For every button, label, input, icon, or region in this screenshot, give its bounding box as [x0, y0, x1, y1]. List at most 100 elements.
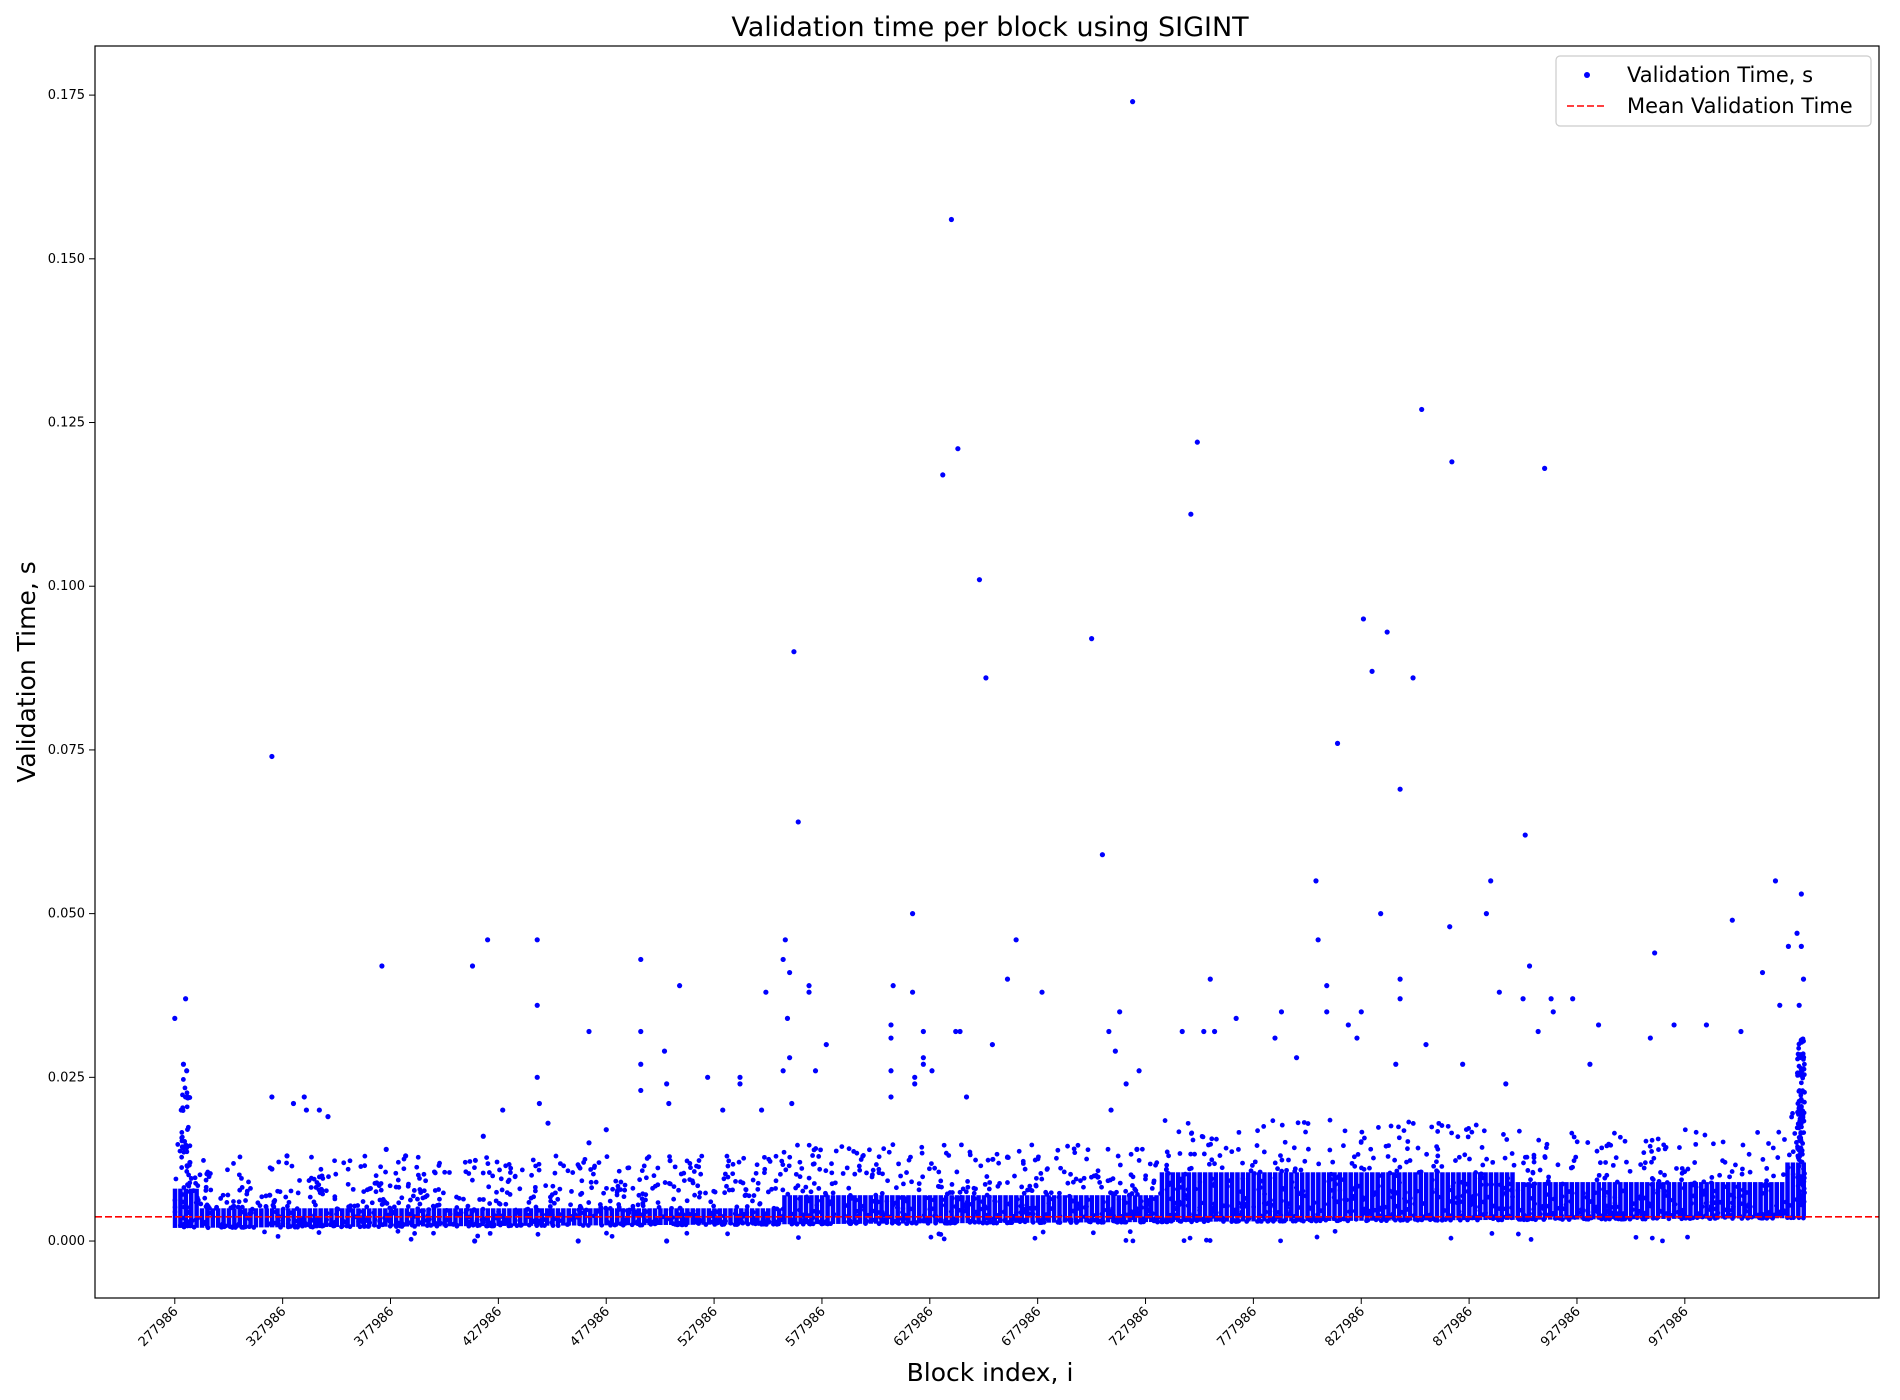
- dense-band-point: [534, 1223, 540, 1229]
- data-point: [1587, 1061, 1593, 1067]
- data-point: [1503, 1081, 1509, 1087]
- dense-band-point: [471, 1207, 477, 1213]
- dense-band-column: [1073, 1195, 1078, 1223]
- dense-band-point: [332, 1223, 337, 1229]
- dense-band-point: [948, 1209, 954, 1215]
- dense-band-point: [469, 1177, 475, 1183]
- dense-band-point: [548, 1198, 554, 1204]
- dense-band-column: [561, 1208, 566, 1226]
- dense-band-column: [329, 1208, 334, 1227]
- dense-band-point: [551, 1200, 557, 1206]
- dense-band-point: [880, 1171, 885, 1177]
- dense-band-point: [275, 1233, 281, 1239]
- dense-band-point: [553, 1153, 559, 1159]
- dense-band-point: [1456, 1154, 1462, 1160]
- dense-band-point: [789, 1211, 795, 1217]
- dense-band-point: [762, 1166, 768, 1172]
- dense-band-point: [362, 1153, 368, 1159]
- dense-band-point: [1005, 1155, 1011, 1160]
- dense-band-point: [916, 1187, 922, 1193]
- dense-band-point: [1738, 1201, 1744, 1207]
- dense-band-point: [984, 1192, 990, 1198]
- dense-band-point: [997, 1199, 1003, 1204]
- dense-band-point: [879, 1191, 885, 1196]
- dense-band-column: [879, 1195, 884, 1224]
- dense-band-point: [1127, 1229, 1133, 1235]
- data-point: [888, 1068, 894, 1074]
- dense-band-point: [428, 1222, 434, 1228]
- dense-band-point: [1149, 1185, 1155, 1191]
- dense-band-point: [1491, 1203, 1497, 1209]
- dense-band-point: [1499, 1217, 1505, 1223]
- dense-band-point: [1043, 1189, 1049, 1195]
- data-point: [638, 1061, 644, 1067]
- dense-band-point: [1181, 1238, 1187, 1244]
- dense-band-point: [1558, 1183, 1564, 1188]
- dense-band-point: [1568, 1199, 1574, 1204]
- dense-band-point: [1271, 1201, 1277, 1207]
- dense-band-point: [972, 1219, 978, 1225]
- dense-band-point: [936, 1169, 942, 1175]
- dense-band-point: [618, 1179, 624, 1185]
- dense-band-column: [1628, 1182, 1634, 1220]
- dense-band-point: [332, 1194, 338, 1200]
- dense-band-point: [426, 1207, 432, 1213]
- dense-band-point: [1396, 1135, 1402, 1141]
- dense-band-point: [1612, 1130, 1617, 1136]
- dense-band-point: [965, 1178, 970, 1184]
- dense-band-point: [631, 1220, 637, 1226]
- dense-band-point: [1799, 1198, 1805, 1204]
- dense-band-point: [1239, 1209, 1245, 1215]
- dense-band-point: [1351, 1193, 1356, 1199]
- dense-band-point: [590, 1171, 596, 1177]
- data-point: [1313, 878, 1319, 884]
- dense-band-point: [806, 1175, 812, 1181]
- dense-band-point: [506, 1223, 512, 1229]
- dense-band-column: [857, 1195, 863, 1224]
- dense-band-column: [933, 1195, 938, 1224]
- dense-band-point: [1801, 1166, 1806, 1172]
- dense-band-point: [1448, 1217, 1453, 1223]
- dense-band-point: [1020, 1158, 1026, 1164]
- dense-band-point: [1727, 1192, 1733, 1198]
- dense-band-column: [911, 1195, 917, 1224]
- dense-band-point: [401, 1166, 407, 1172]
- dense-band-point: [1387, 1170, 1393, 1176]
- dense-band-point: [965, 1184, 971, 1190]
- dense-band-point: [1642, 1210, 1647, 1216]
- dense-band-point: [967, 1152, 973, 1158]
- dense-band-point: [236, 1199, 242, 1205]
- dense-band-point: [1541, 1216, 1547, 1222]
- dense-band-column: [987, 1195, 992, 1224]
- dense-band-point: [247, 1211, 253, 1216]
- dense-band-column: [1283, 1172, 1289, 1222]
- dense-band-column: [631, 1208, 636, 1226]
- dense-band-point: [1782, 1137, 1787, 1142]
- dense-band-point: [908, 1206, 913, 1212]
- dense-band-point: [1431, 1216, 1437, 1222]
- dense-band-point: [800, 1188, 806, 1194]
- dense-band-point: [578, 1210, 584, 1216]
- dense-band-point: [1798, 1052, 1804, 1057]
- dense-band-point: [1166, 1182, 1172, 1188]
- dense-band-point: [1720, 1139, 1726, 1145]
- dense-band-point: [179, 1135, 185, 1141]
- data-point: [183, 996, 189, 1002]
- dense-band-point: [1410, 1121, 1416, 1126]
- dense-band-point: [1390, 1190, 1396, 1196]
- dense-band-point: [1531, 1206, 1537, 1212]
- dense-band-point: [1367, 1165, 1372, 1171]
- dense-band-point: [623, 1217, 629, 1223]
- dense-band-point: [804, 1194, 810, 1200]
- dense-band-point: [231, 1161, 236, 1166]
- dense-band-point: [1479, 1145, 1485, 1150]
- dense-band-point: [1465, 1217, 1470, 1223]
- data-point: [787, 1055, 793, 1061]
- dense-band-point: [751, 1193, 757, 1198]
- dense-band-point: [408, 1236, 414, 1242]
- dense-band-point: [391, 1204, 397, 1210]
- dense-band-point: [806, 1198, 812, 1204]
- dense-band-point: [1058, 1165, 1064, 1171]
- dense-band-point: [1240, 1176, 1246, 1182]
- dense-band-point: [1192, 1151, 1197, 1157]
